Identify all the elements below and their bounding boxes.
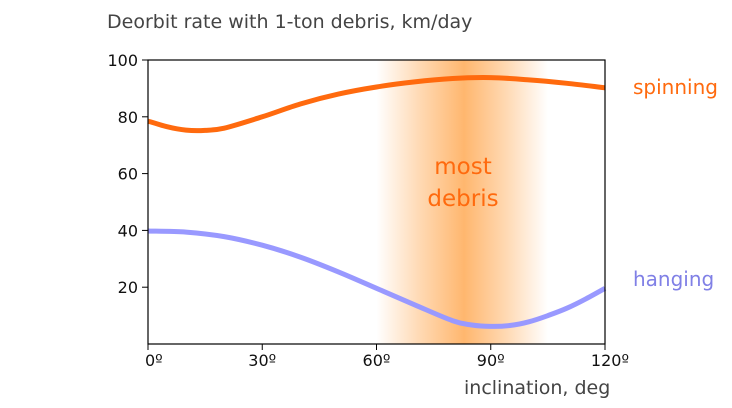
series-line-spinning	[147, 75, 606, 134]
y-tick-label: 20	[118, 278, 138, 297]
series-layer	[147, 75, 607, 329]
series-label-spinning: spinning	[633, 75, 718, 99]
y-axis: 20 40 60 80 100	[107, 51, 148, 297]
most-debris-band	[376, 60, 548, 344]
y-tick-label: 40	[118, 221, 138, 240]
x-axis-label: inclination, deg	[464, 377, 610, 399]
x-tick-label: 90º	[477, 351, 505, 370]
x-tick-label: 120º	[591, 351, 629, 370]
x-tick-label: 0º	[145, 351, 163, 370]
y-tick-label: 80	[118, 108, 138, 127]
y-tick-label: 100	[107, 51, 138, 70]
series-label-hanging: hanging	[633, 267, 714, 291]
chart-title: Deorbit rate with 1-ton debris, km/day	[107, 11, 472, 33]
band-label-line-1: most	[434, 154, 491, 180]
x-tick-label: 30º	[248, 351, 276, 370]
y-tick-label: 60	[118, 165, 138, 184]
x-tick-label: 60º	[363, 351, 391, 370]
series-line-hanging	[147, 228, 607, 329]
x-axis: 0º 30º 60º 90º 120º	[145, 344, 629, 370]
band-label-line-2: debris	[427, 186, 498, 212]
